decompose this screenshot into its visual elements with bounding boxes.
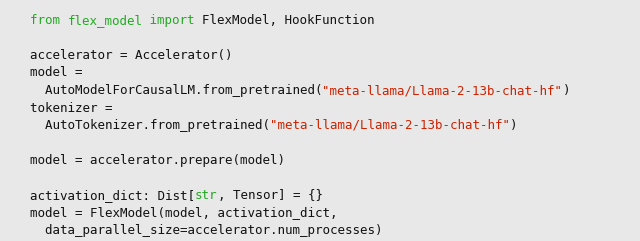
Text: tokenizer =: tokenizer = xyxy=(30,101,113,114)
Text: from: from xyxy=(30,14,67,27)
Text: ): ) xyxy=(510,119,518,132)
Text: str: str xyxy=(195,189,218,202)
Text: "meta-llama/Llama-2-13b-chat-hf": "meta-llama/Llama-2-13b-chat-hf" xyxy=(323,84,563,97)
Text: , Tensor] = {}: , Tensor] = {} xyxy=(218,189,323,202)
Text: accelerator = Accelerator(): accelerator = Accelerator() xyxy=(30,49,232,62)
Text: model = accelerator.prepare(model): model = accelerator.prepare(model) xyxy=(30,154,285,167)
Text: FlexModel, HookFunction: FlexModel, HookFunction xyxy=(202,14,375,27)
Text: ): ) xyxy=(563,84,570,97)
Text: model =: model = xyxy=(30,67,83,80)
Text: AutoModelForCausalLM.from_pretrained(: AutoModelForCausalLM.from_pretrained( xyxy=(30,84,323,97)
Text: model = FlexModel(model, activation_dict,: model = FlexModel(model, activation_dict… xyxy=(30,207,337,220)
Text: flex_model: flex_model xyxy=(67,14,143,27)
Text: data_parallel_size=accelerator.num_processes): data_parallel_size=accelerator.num_proce… xyxy=(30,224,383,237)
Text: import: import xyxy=(143,14,202,27)
Text: "meta-llama/Llama-2-13b-chat-hf": "meta-llama/Llama-2-13b-chat-hf" xyxy=(270,119,510,132)
Text: AutoTokenizer.from_pretrained(: AutoTokenizer.from_pretrained( xyxy=(30,119,270,132)
Text: activation_dict: Dist[: activation_dict: Dist[ xyxy=(30,189,195,202)
